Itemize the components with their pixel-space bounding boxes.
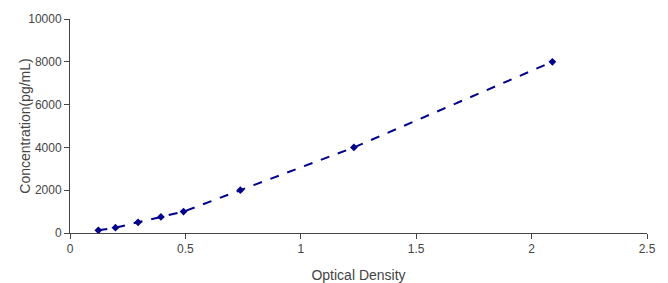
svg-text:1: 1 (297, 242, 304, 256)
svg-text:1.5: 1.5 (408, 242, 425, 256)
svg-text:8000: 8000 (35, 55, 62, 69)
svg-text:Concentration(pg/mL): Concentration(pg/mL) (17, 58, 33, 193)
svg-text:0: 0 (67, 242, 74, 256)
svg-text:0: 0 (55, 226, 62, 240)
svg-text:10000: 10000 (28, 12, 62, 26)
svg-text:2: 2 (528, 242, 535, 256)
svg-text:6000: 6000 (35, 98, 62, 112)
svg-text:Optical Density: Optical Density (311, 267, 405, 283)
svg-text:0.5: 0.5 (177, 242, 194, 256)
svg-text:2.5: 2.5 (639, 242, 656, 256)
svg-text:2000: 2000 (35, 183, 62, 197)
svg-text:4000: 4000 (35, 141, 62, 155)
